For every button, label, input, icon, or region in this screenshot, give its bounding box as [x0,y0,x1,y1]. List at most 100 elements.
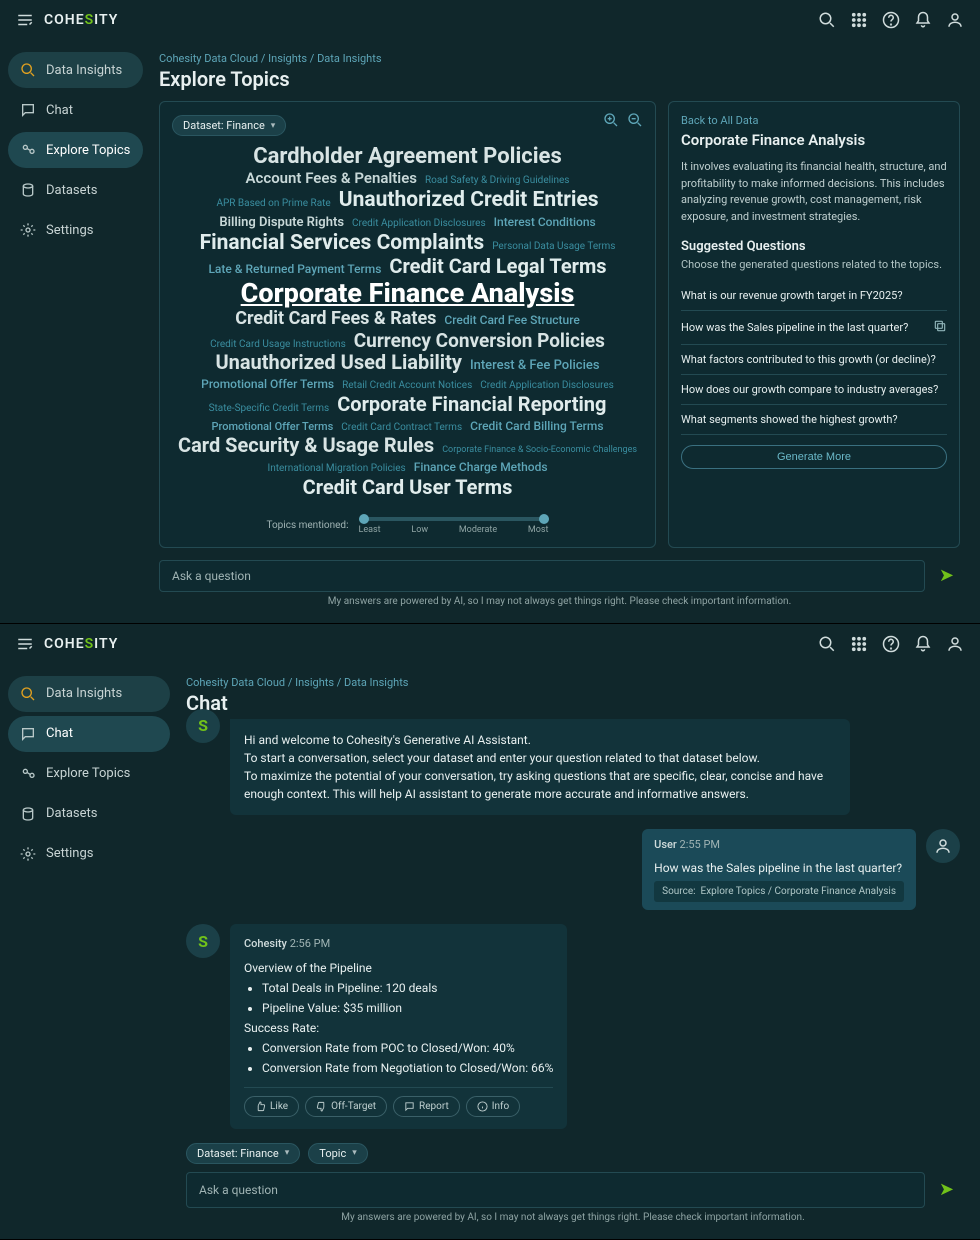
sidebar-item-datasets[interactable]: Datasets [8,172,143,208]
suggested-question[interactable]: How was the Sales pipeline in the last q… [681,311,947,345]
topic-word[interactable]: Interest & Fee Policies [466,358,604,373]
dataset-chip[interactable]: Dataset: Finance [172,115,286,136]
like-button[interactable]: Like [244,1096,299,1117]
suggested-question[interactable]: How does our growth compare to industry … [681,375,947,405]
sidebar-item-datasets[interactable]: Datasets [8,796,170,832]
topic-word[interactable]: Financial Services Complaints [196,231,489,255]
generate-more-button[interactable]: Generate More [681,445,947,469]
topic-word[interactable]: APR Based on Prime Rate [212,198,334,209]
topic-word[interactable]: Credit Card Fees & Rates [231,308,440,329]
topic-word[interactable]: Cardholder Agreement Policies [249,144,565,169]
back-link[interactable]: Back to All Data [681,114,947,127]
sidebar-item-settings[interactable]: Settings [8,212,143,248]
user-icon[interactable] [946,635,964,653]
sidebar-label: Explore Topics [46,143,130,158]
topic-word[interactable]: Credit Card Billing Terms [466,419,607,433]
sidebar-label: Datasets [46,183,98,198]
suggested-question[interactable]: What is our revenue growth target in FY2… [681,281,947,311]
search-icon[interactable] [818,635,836,653]
topic-word[interactable]: Late & Returned Payment Terms [204,262,385,276]
page-title: Chat [186,691,960,715]
page-title: Explore Topics [159,67,960,91]
assistant-message: S Hi and welcome to Cohesity's Generativ… [186,719,960,815]
sidebar-label: Data Insights [46,63,122,78]
report-button[interactable]: Report [393,1096,460,1117]
zoom-in-icon[interactable] [603,112,619,128]
sidebar-item-data-insights[interactable]: Data Insights [8,52,143,88]
topic-word[interactable]: Unauthorized Credit Entries [335,188,603,212]
topic-word[interactable]: Unauthorized Used Liability [211,350,466,374]
info-button[interactable]: Info [466,1096,520,1117]
ask-input[interactable]: Ask a question [159,560,925,592]
reaction-row: Like Off-Target Report Info [244,1087,553,1117]
topic-word[interactable]: Finance Charge Methods [410,460,552,474]
sidebar-item-chat[interactable]: Chat [8,92,143,128]
topic-word[interactable]: Promotional Offer Terms [197,377,338,391]
top-header: COHESITY [0,624,980,664]
sidebar-item-data-insights[interactable]: Data Insights [8,676,170,712]
topic-word[interactable]: Credit Card Fee Structure [440,313,583,327]
user-message: User 2:55 PM How was the Sales pipeline … [186,829,960,911]
topic-word[interactable]: Road Safety & Driving Guidelines [421,175,573,186]
topic-word[interactable]: Corporate Finance Analysis [237,277,579,309]
send-button[interactable]: ➤ [933,565,960,586]
help-icon[interactable] [882,11,900,29]
user-icon[interactable] [946,11,964,29]
send-button[interactable]: ➤ [933,1179,960,1200]
topic-word[interactable]: Corporate Financial Reporting [333,392,610,416]
topic-word[interactable]: Interest Conditions [490,215,600,229]
topic-word[interactable]: Currency Conversion Policies [350,329,609,352]
bell-icon[interactable] [914,635,932,653]
sidebar-label: Chat [46,726,73,741]
apps-icon[interactable] [850,635,868,653]
suggested-question[interactable]: What segments showed the highest growth? [681,405,947,435]
sidebar-label: Explore Topics [46,766,130,781]
copy-icon[interactable] [933,319,947,336]
apps-icon[interactable] [850,11,868,29]
detail-desc: It involves evaluating its financial hea… [681,159,947,225]
sidebar-item-explore-topics[interactable]: Explore Topics [8,132,143,168]
assistant-message: S Cohesity 2:56 PM Overview of the Pipel… [186,924,960,1129]
sidebar: Data Insights Chat Explore Topics Datase… [0,40,151,623]
menu-icon[interactable] [16,11,34,29]
topic-word[interactable]: Credit Card Legal Terms [385,254,610,278]
topic-word[interactable]: Corporate Finance & Socio-Economic Chall… [438,445,641,455]
topic-word[interactable]: Credit Application Disclosures [476,380,618,391]
topics-slider[interactable] [359,517,549,521]
suggested-sub: Choose the generated questions related t… [681,258,947,271]
zoom-out-icon[interactable] [627,112,643,128]
topic-word[interactable]: International Migration Policies [263,463,409,474]
topic-word[interactable]: Account Fees & Penalties [242,169,421,187]
brand-logo: COHESITY [44,636,118,652]
offtarget-button[interactable]: Off-Target [305,1096,387,1117]
topic-word[interactable]: Credit Application Disclosures [348,218,490,229]
topic-word[interactable]: Credit Card User Terms [299,475,517,499]
sidebar-label: Datasets [46,806,98,821]
topic-word[interactable]: Credit Card Contract Terms [337,422,466,433]
sidebar-label: Data Insights [46,686,122,701]
sidebar-item-settings[interactable]: Settings [8,836,170,872]
top-header: COHESITY [0,0,980,40]
topic-word[interactable]: Billing Dispute Rights [215,215,348,230]
search-icon[interactable] [818,11,836,29]
slider-ticks: LeastLowModerateMost [359,525,549,535]
slider-label: Topics mentioned: [267,520,349,531]
bell-icon[interactable] [914,11,932,29]
ask-input[interactable]: Ask a question [186,1172,925,1208]
topic-chip[interactable]: Topic [308,1143,367,1164]
topic-word[interactable]: Credit Card Usage Instructions [206,339,350,350]
topic-word[interactable]: Promotional Offer Terms [207,420,337,433]
topic-word[interactable]: Personal Data Usage Terms [488,241,619,252]
user-avatar [926,829,960,863]
topic-word[interactable]: Retail Credit Account Notices [338,380,476,391]
help-icon[interactable] [882,635,900,653]
sidebar: Data Insights Chat Explore Topics Datase… [0,664,178,1239]
topic-word[interactable]: State-Specific Credit Terms [205,403,334,414]
wordcloud[interactable]: Cardholder Agreement PoliciesAccount Fee… [172,136,643,507]
suggested-question[interactable]: What factors contributed to this growth … [681,345,947,375]
sidebar-item-explore-topics[interactable]: Explore Topics [8,756,170,792]
dataset-chip[interactable]: Dataset: Finance [186,1143,300,1164]
sidebar-item-chat[interactable]: Chat [8,716,170,752]
menu-icon[interactable] [16,635,34,653]
topic-word[interactable]: Card Security & Usage Rules [174,433,438,457]
